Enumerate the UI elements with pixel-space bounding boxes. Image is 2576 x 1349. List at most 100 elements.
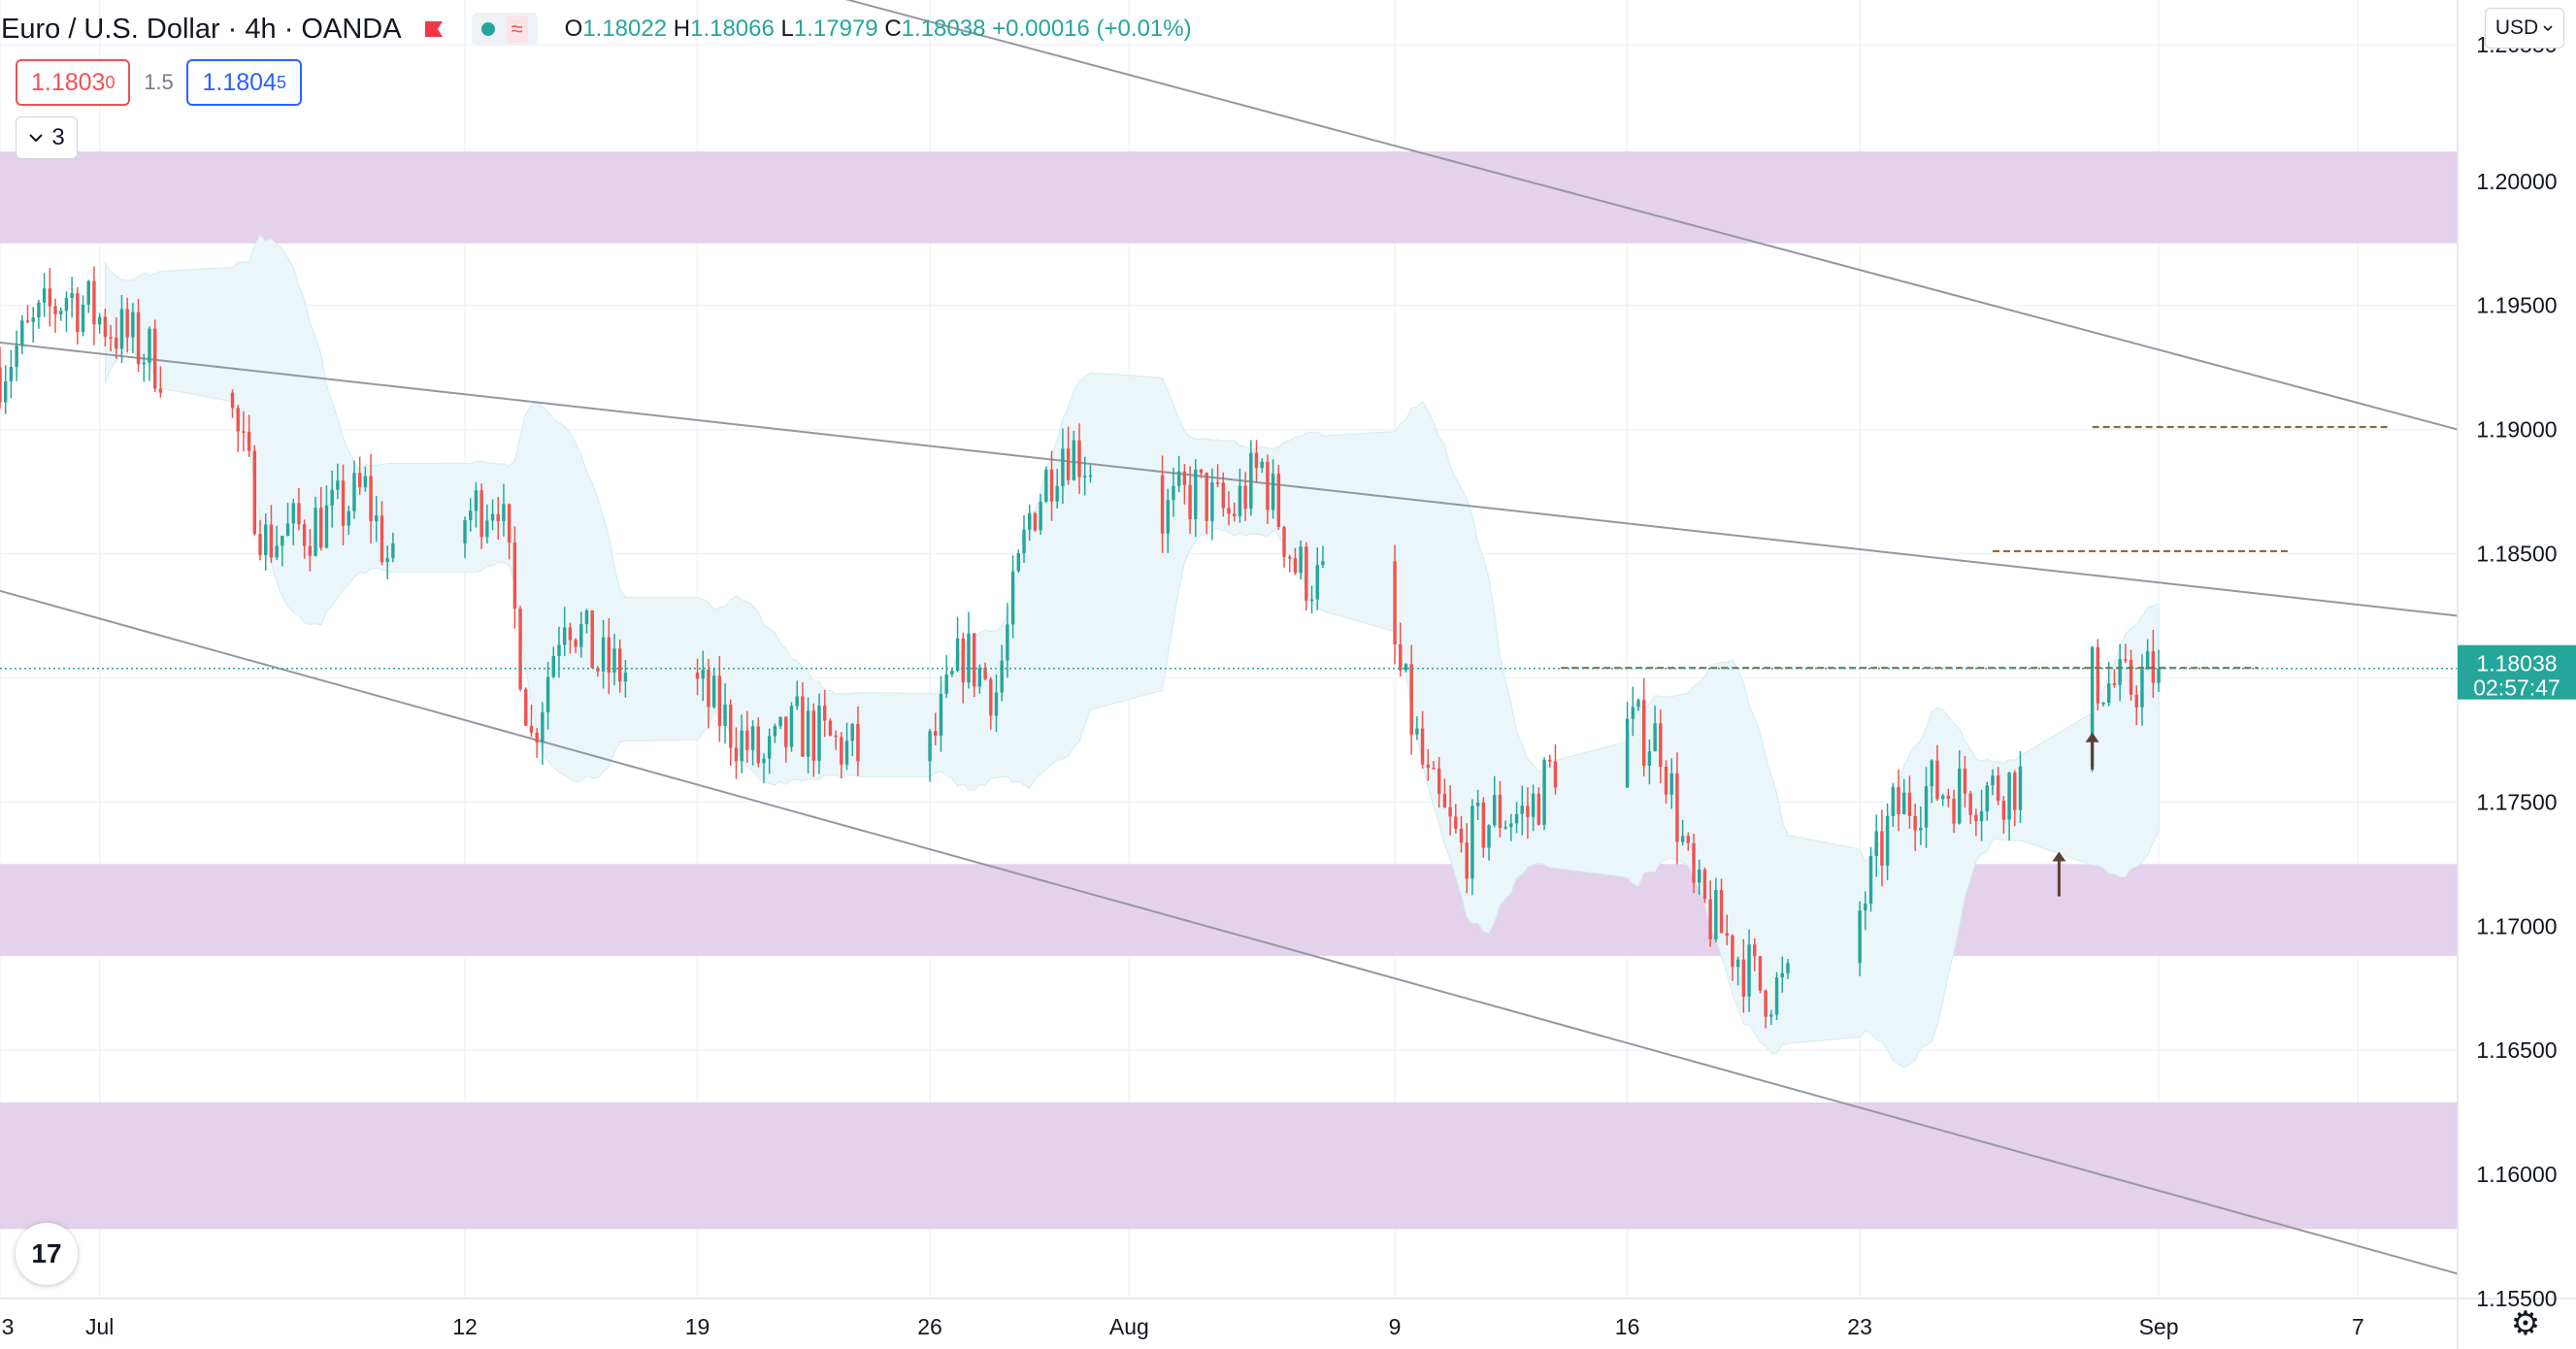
candle [59,307,63,321]
candle [1393,544,1397,665]
candle-body [1675,773,1679,842]
candle [264,513,268,571]
candle [1874,814,1878,877]
x-tick-label: 19 [685,1314,710,1339]
sell-button[interactable]: 1.1803 0 [16,59,131,106]
candle [485,504,489,543]
candle-body [584,609,589,625]
candle [1072,430,1076,481]
candle-body [1509,823,1513,828]
candle [357,456,362,495]
candle-body [1321,561,1325,566]
candle-body [967,633,971,683]
candle [1769,1009,1773,1025]
candle-body [2001,801,2006,820]
x-tick-label: 26 [917,1314,942,1339]
candle-body [469,510,473,520]
candle-body [707,670,710,707]
candle [1731,934,1734,981]
candle [518,606,522,692]
symbol-title[interactable]: Euro / U.S. Dollar · 4h · OANDA [1,13,402,45]
candle [1968,790,1972,824]
gear-icon[interactable]: ⚙ [2510,1305,2541,1342]
candle-body [1725,933,1729,937]
candle-body [1553,761,1558,788]
candle-body [1176,471,1181,486]
candle [1692,834,1696,894]
candle-body [1276,474,1281,528]
flag-icon[interactable] [423,19,445,39]
candle-body [756,726,760,764]
candle [541,702,545,766]
candle-body [1919,827,1923,831]
candle [375,496,379,543]
arrow-head [2085,732,2099,742]
candle-body [125,309,129,338]
candle [994,674,999,733]
candle-body [1780,972,1784,978]
candle-body [479,490,483,538]
y-tick-label: 1.19500 [2476,293,2557,318]
candle-body [1271,474,1275,510]
up-arrow-icon [2085,732,2099,771]
candle-body [955,638,960,672]
candle [1199,468,1204,478]
time-axis-bg [0,1299,2576,1349]
candle [1864,891,1867,931]
candle-body [1542,759,1546,825]
bollinger-band [104,234,2160,1069]
candle-body [1996,775,2000,802]
candle-body [1874,831,1878,857]
candle [76,286,80,345]
candle [1404,663,1408,673]
trendline [844,0,2459,431]
candle [967,611,971,689]
currency-label: USD [2494,16,2539,39]
candle [1260,458,1264,474]
candle [1044,466,1048,504]
buy-button[interactable]: 1.1804 5 [186,59,302,106]
candle-body [2134,694,2138,707]
currency-selector[interactable]: USD [2485,8,2564,49]
candle [2001,796,2006,834]
candle-body [1232,513,1237,516]
candle [1625,702,1630,788]
tradingview-logo[interactable]: 17 [16,1223,78,1285]
candle-body [81,305,85,333]
candle-body [1958,768,1962,824]
candle [579,611,583,658]
candle [1437,757,1441,808]
candle-body [1769,1014,1773,1017]
candle-body [734,747,739,762]
candle [252,444,257,536]
indicator-pill[interactable]: ≈ [471,13,538,46]
candle [1066,426,1071,485]
candle-body [1266,461,1270,510]
candle-body [1448,806,1452,817]
candle-body [53,306,57,314]
candle [1753,938,1757,971]
candle-body [103,316,108,338]
candle [1913,804,1917,851]
candle [1454,804,1458,834]
candle-body [844,740,849,765]
candle [2018,751,2023,823]
candle [1083,456,1087,496]
candle-body [1858,910,1862,964]
candle [773,723,777,743]
candle-body [20,320,24,346]
candle-body [1952,798,1956,824]
candle-body [1741,959,1746,997]
candle [817,693,821,774]
candle-body [1680,836,1685,842]
candle [1238,468,1242,523]
candle [1194,459,1198,538]
candle-body [1641,700,1646,767]
candle [269,505,274,563]
candle-body [557,644,561,656]
candle [1321,545,1325,568]
candle-body [1631,707,1635,719]
candle [302,519,307,559]
collapse-indicators-button[interactable]: 3 [16,116,78,159]
